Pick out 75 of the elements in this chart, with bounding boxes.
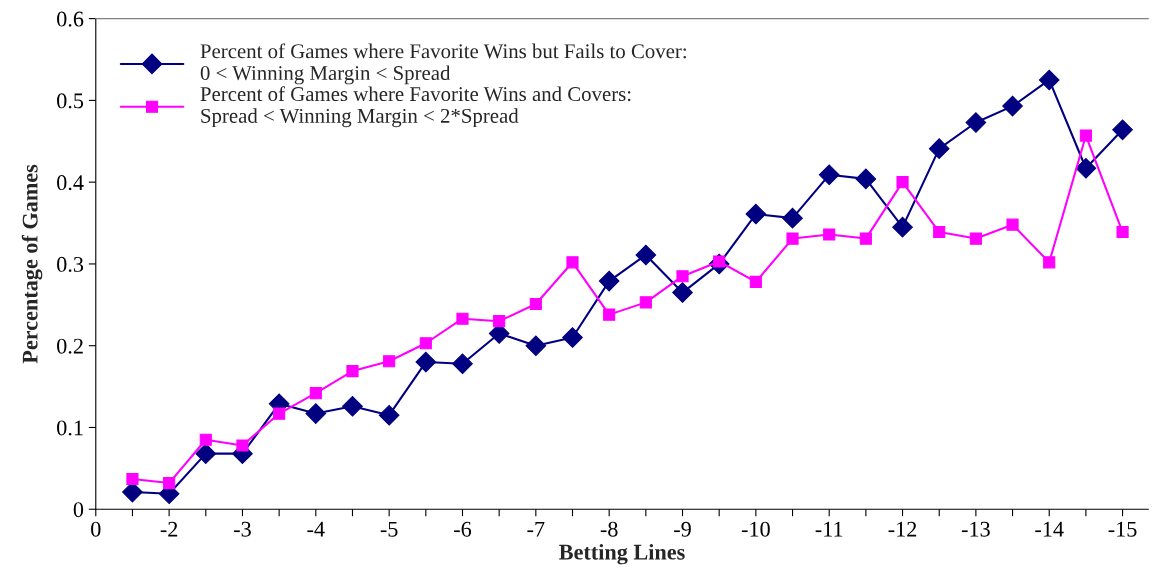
point bbox=[1079, 129, 1092, 142]
y-tick-label: 0.3 bbox=[57, 256, 84, 272]
y-tick-label: 0.6 bbox=[57, 11, 84, 27]
point bbox=[818, 164, 840, 186]
y-tick-label: 0.1 bbox=[57, 420, 83, 436]
x-tick-label: -3 bbox=[234, 521, 251, 537]
x-tick-label: -10 bbox=[741, 521, 770, 537]
point bbox=[639, 296, 652, 309]
point bbox=[1075, 157, 1097, 179]
x-tick-label: -12 bbox=[888, 521, 917, 537]
x-tick-label: -13 bbox=[961, 521, 990, 537]
point bbox=[1006, 218, 1019, 231]
y-axis-title: Percentage of Games bbox=[21, 164, 43, 364]
x-tick-label: -9 bbox=[674, 521, 691, 537]
point bbox=[273, 407, 286, 420]
point bbox=[419, 337, 432, 350]
point bbox=[195, 443, 217, 464]
point bbox=[383, 355, 396, 368]
point bbox=[896, 176, 909, 189]
point bbox=[969, 232, 982, 245]
x-tick-label: -15 bbox=[1108, 521, 1137, 537]
point bbox=[566, 256, 579, 269]
point bbox=[892, 216, 913, 238]
point bbox=[562, 327, 583, 348]
point bbox=[236, 439, 249, 452]
point bbox=[749, 275, 762, 288]
point bbox=[1116, 225, 1129, 239]
x-tick-label: -8 bbox=[600, 521, 618, 537]
point bbox=[452, 353, 473, 375]
point bbox=[1038, 69, 1060, 91]
x-tick-label: -5 bbox=[380, 521, 398, 537]
point bbox=[1002, 95, 1023, 117]
point bbox=[1112, 119, 1133, 141]
point bbox=[928, 138, 950, 159]
point bbox=[635, 244, 657, 266]
y-tick-label: 0.5 bbox=[57, 93, 84, 109]
x-tick-label: -4 bbox=[307, 521, 325, 537]
x-axis-title: Betting Lines bbox=[559, 543, 685, 565]
point bbox=[346, 364, 359, 378]
x-tick-label: -11 bbox=[815, 521, 843, 537]
legend-label: Percent of Games where Favorite Wins and Covers: Spread < Winning Margin < 2*Spread bbox=[200, 86, 631, 128]
x-tick-label: -6 bbox=[454, 521, 472, 537]
point bbox=[305, 403, 327, 424]
x-tick-label: -2 bbox=[160, 521, 178, 537]
point bbox=[855, 168, 877, 190]
x-tick-label: -7 bbox=[527, 521, 545, 537]
point bbox=[378, 404, 400, 426]
point bbox=[672, 282, 693, 303]
point bbox=[786, 232, 799, 245]
legend-label: Percent of Games where Favorite Wins but Fails to Cover: 0 < Winning Margin < Spread bbox=[200, 43, 686, 85]
point bbox=[603, 308, 616, 321]
point bbox=[456, 312, 469, 325]
point bbox=[126, 472, 139, 486]
point bbox=[965, 112, 987, 133]
point bbox=[493, 315, 506, 328]
point bbox=[782, 207, 803, 229]
x-tick-label: -14 bbox=[1035, 521, 1064, 537]
y-tick-label: 0.4 bbox=[57, 175, 84, 191]
point bbox=[199, 433, 212, 446]
point bbox=[163, 477, 176, 490]
point bbox=[745, 203, 767, 225]
point bbox=[676, 270, 689, 283]
point bbox=[1043, 256, 1056, 269]
x-tick-label: 0 bbox=[91, 521, 101, 537]
point bbox=[309, 387, 322, 400]
point bbox=[933, 225, 946, 239]
point bbox=[823, 228, 836, 241]
point bbox=[598, 270, 620, 292]
point bbox=[342, 395, 363, 417]
y-tick-label: 0 bbox=[73, 502, 84, 518]
point bbox=[525, 335, 547, 357]
point bbox=[529, 297, 542, 311]
point bbox=[415, 351, 437, 373]
y-tick-label: 0.2 bbox=[57, 338, 83, 354]
point bbox=[859, 232, 872, 245]
